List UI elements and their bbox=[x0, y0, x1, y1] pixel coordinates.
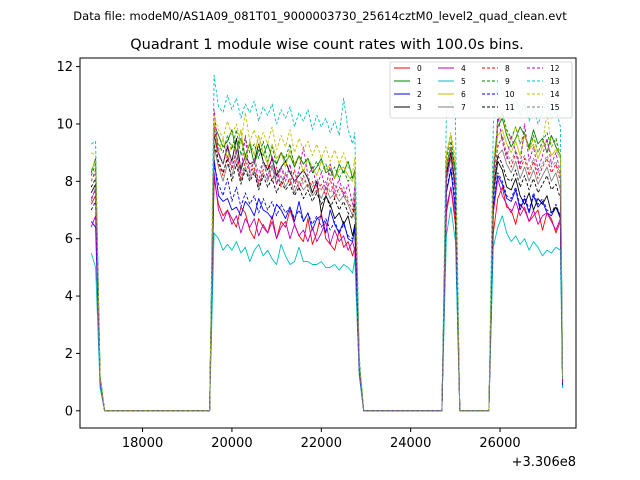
y-tick-label: 8 bbox=[65, 175, 73, 190]
series-lines bbox=[90, 74, 564, 412]
x-tick-label: 20000 bbox=[211, 436, 252, 451]
series-line-11 bbox=[90, 143, 564, 412]
series-line-10 bbox=[90, 163, 564, 412]
x-axis: 18000 20000 22000 24000 26000 bbox=[122, 428, 521, 451]
legend-label-5: 5 bbox=[461, 77, 466, 86]
legend-label-15: 15 bbox=[550, 103, 560, 112]
series-line-4 bbox=[90, 172, 564, 412]
y-tick-label: 2 bbox=[65, 347, 73, 362]
legend-label-7: 7 bbox=[461, 103, 466, 112]
chart-title: Quadrant 1 module wise count rates with … bbox=[130, 37, 524, 53]
series-line-5 bbox=[90, 206, 564, 412]
series-line-2 bbox=[90, 157, 564, 412]
legend-label-9: 9 bbox=[505, 77, 510, 86]
x-tick-label: 24000 bbox=[390, 436, 431, 451]
legend-label-8: 8 bbox=[505, 64, 510, 73]
data-file-label: Data file: modeM0/AS1A09_081T01_90000037… bbox=[73, 9, 567, 23]
x-offset-label: +3.306e8 bbox=[512, 455, 576, 470]
x-tick-label: 22000 bbox=[301, 436, 342, 451]
y-tick-label: 0 bbox=[65, 404, 73, 419]
legend-label-1: 1 bbox=[417, 77, 422, 86]
y-tick-label: 6 bbox=[65, 232, 73, 247]
legend-label-12: 12 bbox=[550, 64, 560, 73]
y-tick-label: 4 bbox=[65, 290, 73, 305]
plot-frame bbox=[79, 57, 577, 429]
series-line-15 bbox=[90, 137, 564, 412]
legend-box bbox=[389, 61, 573, 119]
series-line-7 bbox=[90, 146, 564, 412]
y-axis: 0 2 4 6 8 10 12 bbox=[56, 60, 80, 419]
x-tick-label: 18000 bbox=[122, 436, 163, 451]
x-tick-label: 26000 bbox=[479, 436, 520, 451]
series-line-9 bbox=[90, 112, 564, 412]
legend-label-3: 3 bbox=[417, 103, 422, 112]
series-line-14 bbox=[90, 112, 564, 412]
y-tick-label: 12 bbox=[56, 60, 73, 75]
legend-label-10: 10 bbox=[505, 90, 515, 99]
legend-label-11: 11 bbox=[505, 103, 515, 112]
legend-label-14: 14 bbox=[550, 90, 560, 99]
legend-label-4: 4 bbox=[461, 64, 466, 73]
legend-label-6: 6 bbox=[461, 90, 466, 99]
legend-label-0: 0 bbox=[417, 64, 422, 73]
series-line-12 bbox=[90, 109, 564, 412]
legend-label-13: 13 bbox=[550, 77, 560, 86]
y-tick-label: 10 bbox=[56, 117, 73, 132]
legend-label-2: 2 bbox=[417, 90, 422, 99]
series-line-1 bbox=[90, 117, 564, 412]
